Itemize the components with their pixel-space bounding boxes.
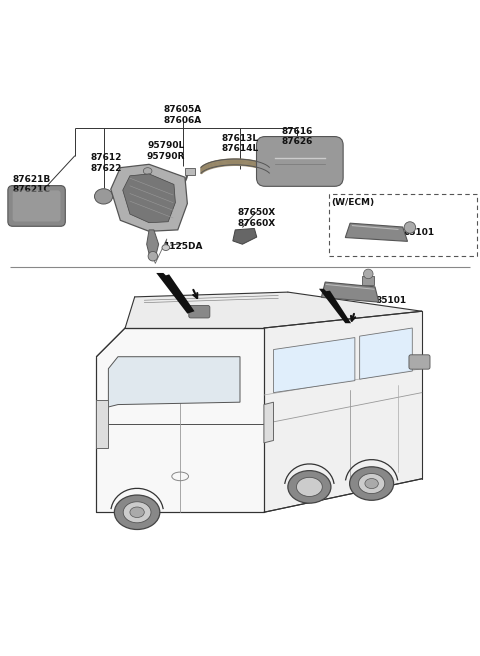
- Bar: [328, 194, 477, 256]
- Polygon shape: [264, 311, 422, 512]
- Text: 87605A
87606A: 87605A 87606A: [164, 106, 202, 125]
- Polygon shape: [233, 228, 257, 244]
- Polygon shape: [264, 402, 274, 443]
- Text: (W/ECM): (W/ECM): [331, 198, 374, 207]
- Text: 1125DA: 1125DA: [163, 242, 202, 251]
- Ellipse shape: [297, 478, 323, 497]
- Ellipse shape: [359, 474, 385, 493]
- Polygon shape: [360, 328, 412, 379]
- Text: 87612
87622: 87612 87622: [90, 154, 121, 173]
- Circle shape: [148, 251, 157, 261]
- Ellipse shape: [114, 495, 160, 529]
- Ellipse shape: [130, 507, 144, 518]
- Bar: [185, 168, 195, 175]
- Text: 87621B
87621C: 87621B 87621C: [12, 174, 51, 194]
- Polygon shape: [125, 292, 422, 328]
- Text: 85101: 85101: [404, 228, 435, 237]
- Polygon shape: [322, 282, 379, 302]
- FancyBboxPatch shape: [256, 136, 343, 186]
- FancyBboxPatch shape: [12, 190, 60, 222]
- Polygon shape: [111, 164, 187, 232]
- Polygon shape: [96, 400, 108, 447]
- Polygon shape: [274, 338, 355, 392]
- Polygon shape: [96, 328, 264, 512]
- Ellipse shape: [162, 245, 169, 251]
- Ellipse shape: [349, 467, 394, 501]
- Polygon shape: [123, 174, 175, 222]
- Ellipse shape: [123, 502, 151, 523]
- Ellipse shape: [365, 478, 378, 489]
- Ellipse shape: [288, 470, 331, 503]
- Polygon shape: [156, 273, 194, 314]
- FancyBboxPatch shape: [8, 186, 65, 226]
- FancyBboxPatch shape: [189, 306, 210, 318]
- Text: 87616
87626: 87616 87626: [282, 127, 313, 146]
- FancyBboxPatch shape: [409, 355, 430, 369]
- Polygon shape: [108, 357, 240, 407]
- Polygon shape: [319, 289, 351, 323]
- Text: 85101: 85101: [375, 296, 407, 305]
- Polygon shape: [345, 223, 408, 241]
- Text: 95790L
95790R: 95790L 95790R: [146, 141, 185, 161]
- Polygon shape: [147, 230, 158, 254]
- Ellipse shape: [144, 168, 152, 174]
- Text: 87613L
87614L: 87613L 87614L: [221, 134, 259, 154]
- Bar: [362, 276, 374, 285]
- Ellipse shape: [95, 189, 113, 204]
- Circle shape: [404, 222, 416, 234]
- Circle shape: [363, 269, 373, 279]
- Text: 87650X
87660X: 87650X 87660X: [238, 208, 276, 228]
